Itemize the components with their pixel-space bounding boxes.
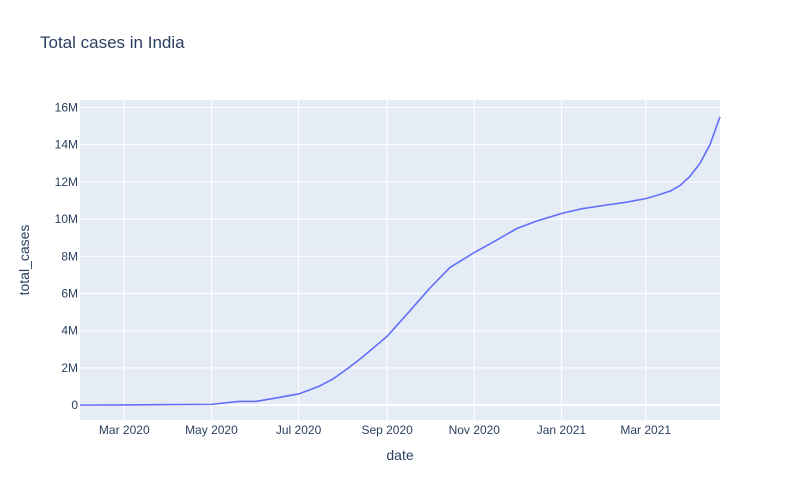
y-axis-title: total_cases — [16, 225, 32, 296]
x-tick-label: Mar 2021 — [620, 423, 671, 437]
y-tick-label: 4M — [61, 324, 78, 338]
gridlines — [80, 100, 720, 420]
y-tick-label: 16M — [55, 100, 78, 114]
y-tick-label: 8M — [61, 249, 78, 263]
y-tick-label: 0 — [71, 398, 78, 412]
x-tick-label: Mar 2020 — [99, 423, 150, 437]
y-tick-label: 10M — [55, 212, 78, 226]
x-tick-label: May 2020 — [185, 423, 238, 437]
x-tick-label: Nov 2020 — [449, 423, 501, 437]
y-tick-label: 12M — [55, 175, 78, 189]
y-tick-label: 2M — [61, 361, 78, 375]
x-axis-title: date — [386, 447, 413, 463]
series-line-total-cases — [79, 116, 721, 406]
tick-labels: 0 2M 4M 6M 8M 10M 12M 14M 16M Mar 2020 May 2020 Jul… — [55, 100, 672, 437]
x-tick-label: Sep 2020 — [361, 423, 413, 437]
series-layer — [79, 116, 721, 406]
y-tick-label: 6M — [61, 286, 78, 300]
plot-area — [80, 100, 720, 420]
y-tick-label: 14M — [55, 138, 78, 152]
chart-title: Total cases in India — [40, 33, 185, 52]
x-tick-label: Jul 2020 — [276, 423, 322, 437]
x-tick-label: Jan 2021 — [537, 423, 587, 437]
